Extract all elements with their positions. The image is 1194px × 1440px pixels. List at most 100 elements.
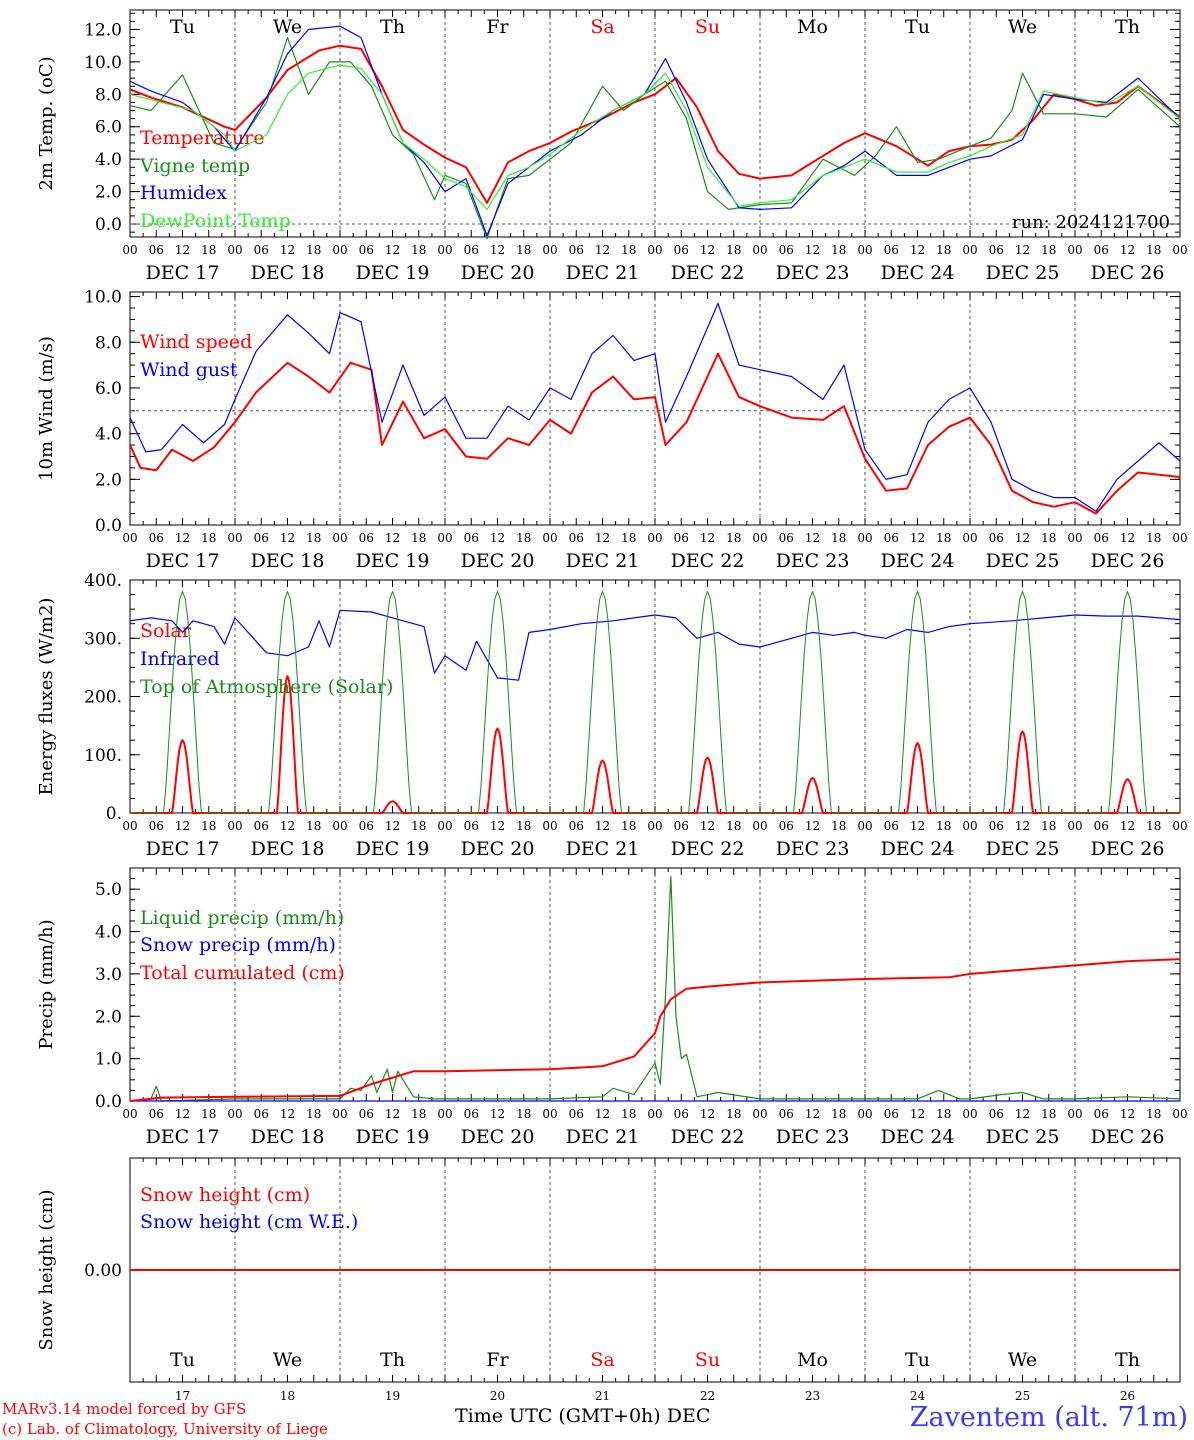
hour-label: 12 xyxy=(805,1107,820,1121)
hour-label: 06 xyxy=(674,243,689,257)
series-wind-speed xyxy=(129,352,1181,515)
hour-label: 06 xyxy=(779,531,794,545)
hour-label: 00 xyxy=(962,1107,977,1121)
y-axis-label: Energy fluxes (W/m2) xyxy=(36,598,57,796)
hour-label: 00 xyxy=(227,531,242,545)
series-top-of-atmosphere-solar xyxy=(130,591,1180,814)
day-name: Mo xyxy=(797,16,828,38)
hour-label: 06 xyxy=(569,819,584,833)
y-tick-label: 200. xyxy=(84,688,122,708)
hour-label: 00 xyxy=(122,1107,137,1121)
hour-label: 06 xyxy=(464,1107,479,1121)
y-axis-label: 10m Wind (m/s) xyxy=(36,336,57,481)
hour-label: 06 xyxy=(149,531,164,545)
y-tick-label: 12.0 xyxy=(84,20,122,40)
hour-label: 18 xyxy=(1041,1107,1056,1121)
hour-label: 18 xyxy=(831,1107,846,1121)
hour-label: 18 xyxy=(411,531,426,545)
hour-label: 18 xyxy=(306,1107,321,1121)
hour-label: 12 xyxy=(385,531,400,545)
hour-label: 00 xyxy=(122,819,137,833)
hour-label: 12 xyxy=(1120,243,1135,257)
date-label: DEC 23 xyxy=(776,262,850,284)
hour-label: 06 xyxy=(989,1107,1004,1121)
legend-entry: DewPoint Temp xyxy=(140,210,291,232)
hour-label: 06 xyxy=(1094,819,1109,833)
hour-label: 18 xyxy=(831,531,846,545)
run-annotation: run: 2024121700 xyxy=(1012,212,1170,233)
hour-label: 12 xyxy=(700,243,715,257)
day-name: Su xyxy=(695,16,720,38)
hour-label: 00 xyxy=(647,531,662,545)
y-tick-label: 400. xyxy=(84,571,122,591)
hour-label: 00 xyxy=(122,531,137,545)
hour-label: 06 xyxy=(254,243,269,257)
hour-label: 18 xyxy=(726,243,741,257)
day-name: Su xyxy=(695,1349,720,1371)
y-tick-label: 2.0 xyxy=(95,1007,122,1027)
day-name: Tu xyxy=(170,16,195,38)
model-credit: MARv3.14 model forced by GFS xyxy=(2,1400,247,1418)
series-dewpoint-temp xyxy=(129,64,1181,210)
date-label: DEC 18 xyxy=(251,262,325,284)
hour-label: 12 xyxy=(1120,1107,1135,1121)
y-axis-label: 2m Temp. (oC) xyxy=(36,56,57,190)
hour-label: 00 xyxy=(857,1107,872,1121)
hour-label: 18 xyxy=(621,243,636,257)
y-tick-label: 4.0 xyxy=(95,150,122,170)
hour-label: 12 xyxy=(910,1107,925,1121)
date-label: DEC 20 xyxy=(461,262,535,284)
hour-label: 00 xyxy=(857,819,872,833)
date-label: DEC 25 xyxy=(986,550,1060,572)
date-label: DEC 26 xyxy=(1091,550,1165,572)
date-label: DEC 24 xyxy=(881,1126,955,1148)
hour-label: 00 xyxy=(227,819,242,833)
hour-label: 00 xyxy=(227,1107,242,1121)
hour-label: 18 xyxy=(1041,243,1056,257)
day-name: We xyxy=(1008,16,1037,38)
hour-label: 06 xyxy=(674,1107,689,1121)
hour-label: 18 xyxy=(201,1107,216,1121)
date-label: DEC 18 xyxy=(251,1126,325,1148)
hour-label: 06 xyxy=(674,531,689,545)
hour-label: 12 xyxy=(805,819,820,833)
y-tick-label: 100. xyxy=(84,746,122,766)
date-label: DEC 17 xyxy=(146,262,220,284)
date-label: DEC 25 xyxy=(986,1126,1060,1148)
hour-label: 00 xyxy=(857,531,872,545)
date-label: DEC 24 xyxy=(881,550,955,572)
hour-label: 18 xyxy=(831,243,846,257)
legend-entry: Snow height (cm W.E.) xyxy=(140,1211,358,1233)
y-tick-label: 4.0 xyxy=(95,425,122,445)
hour-label: 12 xyxy=(175,1107,190,1121)
date-label: DEC 25 xyxy=(986,838,1060,860)
hour-label: 06 xyxy=(149,243,164,257)
hour-label: 06 xyxy=(464,531,479,545)
hour-label: 12 xyxy=(385,243,400,257)
y-tick-label: 0.0 xyxy=(95,215,122,235)
hour-label: 06 xyxy=(1094,243,1109,257)
day-name: We xyxy=(273,1349,302,1371)
hour-label: 12 xyxy=(1015,819,1030,833)
hour-label: 18 xyxy=(201,531,216,545)
hour-label: 06 xyxy=(884,1107,899,1121)
station-label: Zaventem (alt. 71m) xyxy=(909,1402,1188,1433)
hour-label: 12 xyxy=(1015,1107,1030,1121)
hour-label: 00 xyxy=(647,819,662,833)
hour-label: 12 xyxy=(1015,531,1030,545)
hour-label: 18 xyxy=(516,243,531,257)
day-name: We xyxy=(1008,1349,1037,1371)
hour-label: 06 xyxy=(989,243,1004,257)
y-tick-label: 0.0 xyxy=(95,1092,122,1112)
hour-label: 12 xyxy=(175,531,190,545)
series-wind-gust xyxy=(129,302,1181,512)
date-label: DEC 17 xyxy=(146,1126,220,1148)
hour-label: 00 xyxy=(1067,243,1082,257)
hour-label: 12 xyxy=(385,819,400,833)
date-label: DEC 22 xyxy=(671,838,745,860)
y-tick-label: 0.0 xyxy=(95,516,122,536)
y-tick-label: 10.0 xyxy=(84,53,122,73)
day-name: Sa xyxy=(590,16,614,38)
hour-label: 12 xyxy=(280,819,295,833)
hour-label: 12 xyxy=(280,243,295,257)
